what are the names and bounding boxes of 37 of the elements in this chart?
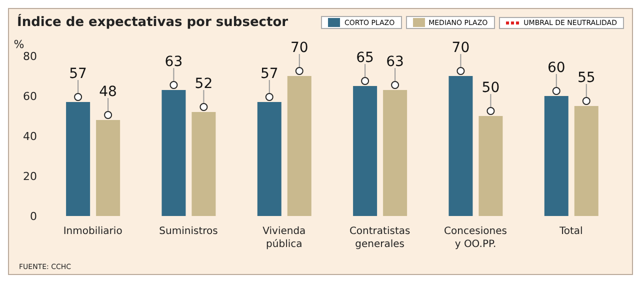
y-axis-title: %	[14, 38, 24, 51]
bar	[66, 102, 90, 216]
y-tick-label: 40	[23, 130, 37, 143]
bar	[287, 76, 312, 216]
bar	[544, 96, 568, 216]
bar	[448, 76, 473, 216]
data-label: 50	[482, 80, 500, 96]
x-tick-label: Concesiones y OO.PP.	[444, 226, 507, 250]
data-label: 52	[194, 76, 213, 92]
bar	[96, 120, 120, 216]
bar	[162, 90, 186, 216]
data-label: 60	[547, 60, 566, 76]
data-label: 57	[260, 66, 278, 82]
y-tick-label: 20	[23, 170, 37, 183]
bar	[383, 90, 408, 216]
x-tick-label: Suministros	[159, 226, 218, 237]
bar	[257, 102, 282, 216]
x-tick-label: Total	[558, 226, 583, 237]
data-label: 57	[69, 66, 87, 82]
data-label: 63	[386, 54, 404, 70]
x-tick-label: Vivienda pública	[262, 226, 306, 250]
x-tick-label: Inmobiliario	[63, 226, 122, 237]
data-label: 55	[577, 70, 596, 86]
chart-title: Índice de expectativas por subsector	[17, 15, 288, 30]
data-label: 48	[99, 84, 117, 100]
bar	[478, 116, 503, 216]
x-tick-label: Contratistas generales	[349, 226, 410, 250]
data-label: 65	[356, 50, 374, 66]
bar	[574, 106, 598, 216]
bar	[192, 112, 216, 216]
data-label: 70	[452, 40, 470, 56]
data-label: 63	[164, 54, 183, 70]
y-tick-label: 60	[23, 90, 37, 103]
y-tick-label: 80	[23, 50, 37, 63]
y-tick-label: 0	[30, 210, 37, 223]
data-label: 70	[290, 40, 308, 56]
bar	[353, 86, 378, 216]
